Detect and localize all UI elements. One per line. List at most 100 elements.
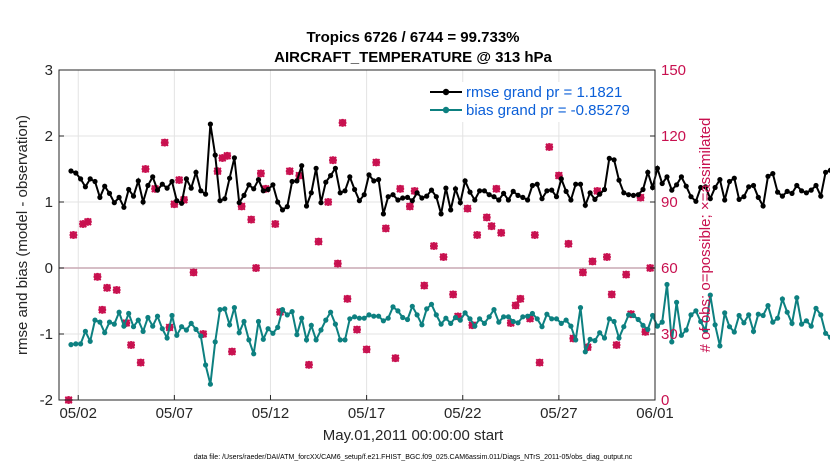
rmse-point (342, 188, 348, 194)
rmse-point (765, 173, 771, 179)
rmse-point (169, 178, 175, 185)
legend-box (425, 82, 645, 122)
plot-frame (58, 69, 656, 401)
bias-point (183, 327, 189, 333)
bias-point (376, 313, 382, 319)
x-tick-label: 05/02 (59, 405, 97, 422)
rmse-point (693, 198, 699, 204)
rmse-point (496, 197, 502, 203)
rmse-point (568, 197, 574, 203)
x-axis-label: May.01,2011 00:00:00 start (323, 427, 504, 444)
x-tick-label: 05/07 (156, 405, 194, 422)
rmse-point (318, 200, 324, 206)
rmse-line (70, 123, 830, 215)
rmse-point (404, 194, 411, 200)
rmse-point (462, 178, 468, 184)
bias-point (587, 336, 593, 342)
bias-point (534, 316, 540, 322)
bias-point (236, 330, 242, 336)
obs-assimilated-point (569, 334, 578, 343)
bias-point (73, 341, 79, 347)
obs-count-layer (64, 118, 655, 404)
rmse-point (154, 187, 161, 193)
rmse-point (654, 165, 661, 171)
rmse-point (73, 170, 79, 176)
obs-assimilated-point (98, 305, 107, 314)
bias-point (462, 310, 468, 316)
rmse-point (510, 188, 516, 194)
legend-rmse-marker (442, 88, 450, 96)
chart-subtitle: AIRCRAFT_TEMPERATURE @ 313 hPa (274, 49, 552, 66)
obs-assimilated-point (506, 319, 515, 327)
y-left-tick-label: 0 (45, 260, 53, 277)
rmse-point (246, 182, 252, 188)
bias-point (582, 349, 588, 355)
bias-point (275, 324, 281, 330)
rmse-point (616, 177, 622, 183)
rmse-point (486, 192, 492, 198)
rmse-point (207, 121, 213, 127)
bias-point (265, 326, 271, 332)
rmse-point (659, 180, 665, 187)
obs-assimilated-point (578, 268, 587, 277)
bias-point (698, 318, 704, 325)
bias-point (544, 311, 550, 317)
rmse-point (467, 189, 473, 195)
obs-assimilated-point (276, 308, 285, 316)
bias-point (428, 301, 435, 307)
rmse-point (794, 182, 800, 189)
bias-point (577, 305, 584, 311)
bias-point (400, 314, 406, 321)
rmse-point (688, 194, 694, 200)
rmse-point (303, 203, 310, 209)
bias-point (390, 304, 396, 310)
rmse-point (414, 190, 420, 196)
rmse-point (770, 171, 776, 177)
bias-point (217, 307, 223, 313)
rmse-point (789, 190, 795, 196)
bias-point (515, 320, 521, 326)
chart-title: Tropics 6726 / 6744 = 99.733% (306, 29, 519, 46)
rmse-point (592, 196, 598, 202)
obs-assimilated-point (554, 171, 563, 180)
rmse-point (395, 197, 401, 203)
rmse-point (260, 188, 266, 194)
rmse-point (683, 183, 689, 189)
rmse-point (400, 195, 406, 201)
rmse-point (520, 194, 526, 200)
rmse-point (707, 196, 713, 202)
bias-point (347, 316, 353, 322)
bias-point (794, 295, 800, 301)
bias-point (356, 315, 362, 321)
obs-assimilated-point (237, 202, 246, 211)
rmse-point (130, 193, 137, 199)
bias-point (654, 323, 661, 329)
bias-point (111, 321, 117, 327)
bias-point (424, 306, 430, 312)
bias-point (395, 308, 401, 314)
bias-point (722, 310, 728, 316)
obs-assimilated-point (256, 169, 265, 178)
bias-point (549, 316, 555, 322)
bias-point (294, 332, 300, 338)
rmse-point (164, 185, 170, 191)
bias-point (246, 337, 252, 343)
rmse-point (380, 211, 386, 217)
bias-point (818, 312, 824, 318)
rmse-point (236, 200, 242, 206)
rmse-point (746, 184, 752, 190)
bias-point (741, 320, 747, 326)
x-tick-label: 05/17 (348, 405, 386, 422)
y-right-tick-label: 90 (661, 194, 678, 211)
obs-assimilated-point (381, 224, 390, 233)
bias-point (78, 341, 84, 347)
bias-point (443, 315, 449, 321)
rmse-point (779, 193, 786, 199)
bias-point (179, 324, 185, 330)
obs-assimilated-point (103, 283, 112, 292)
rmse-point (179, 200, 185, 206)
bias-point (799, 321, 805, 327)
rmse-point (438, 211, 444, 217)
bias-point (121, 323, 127, 329)
